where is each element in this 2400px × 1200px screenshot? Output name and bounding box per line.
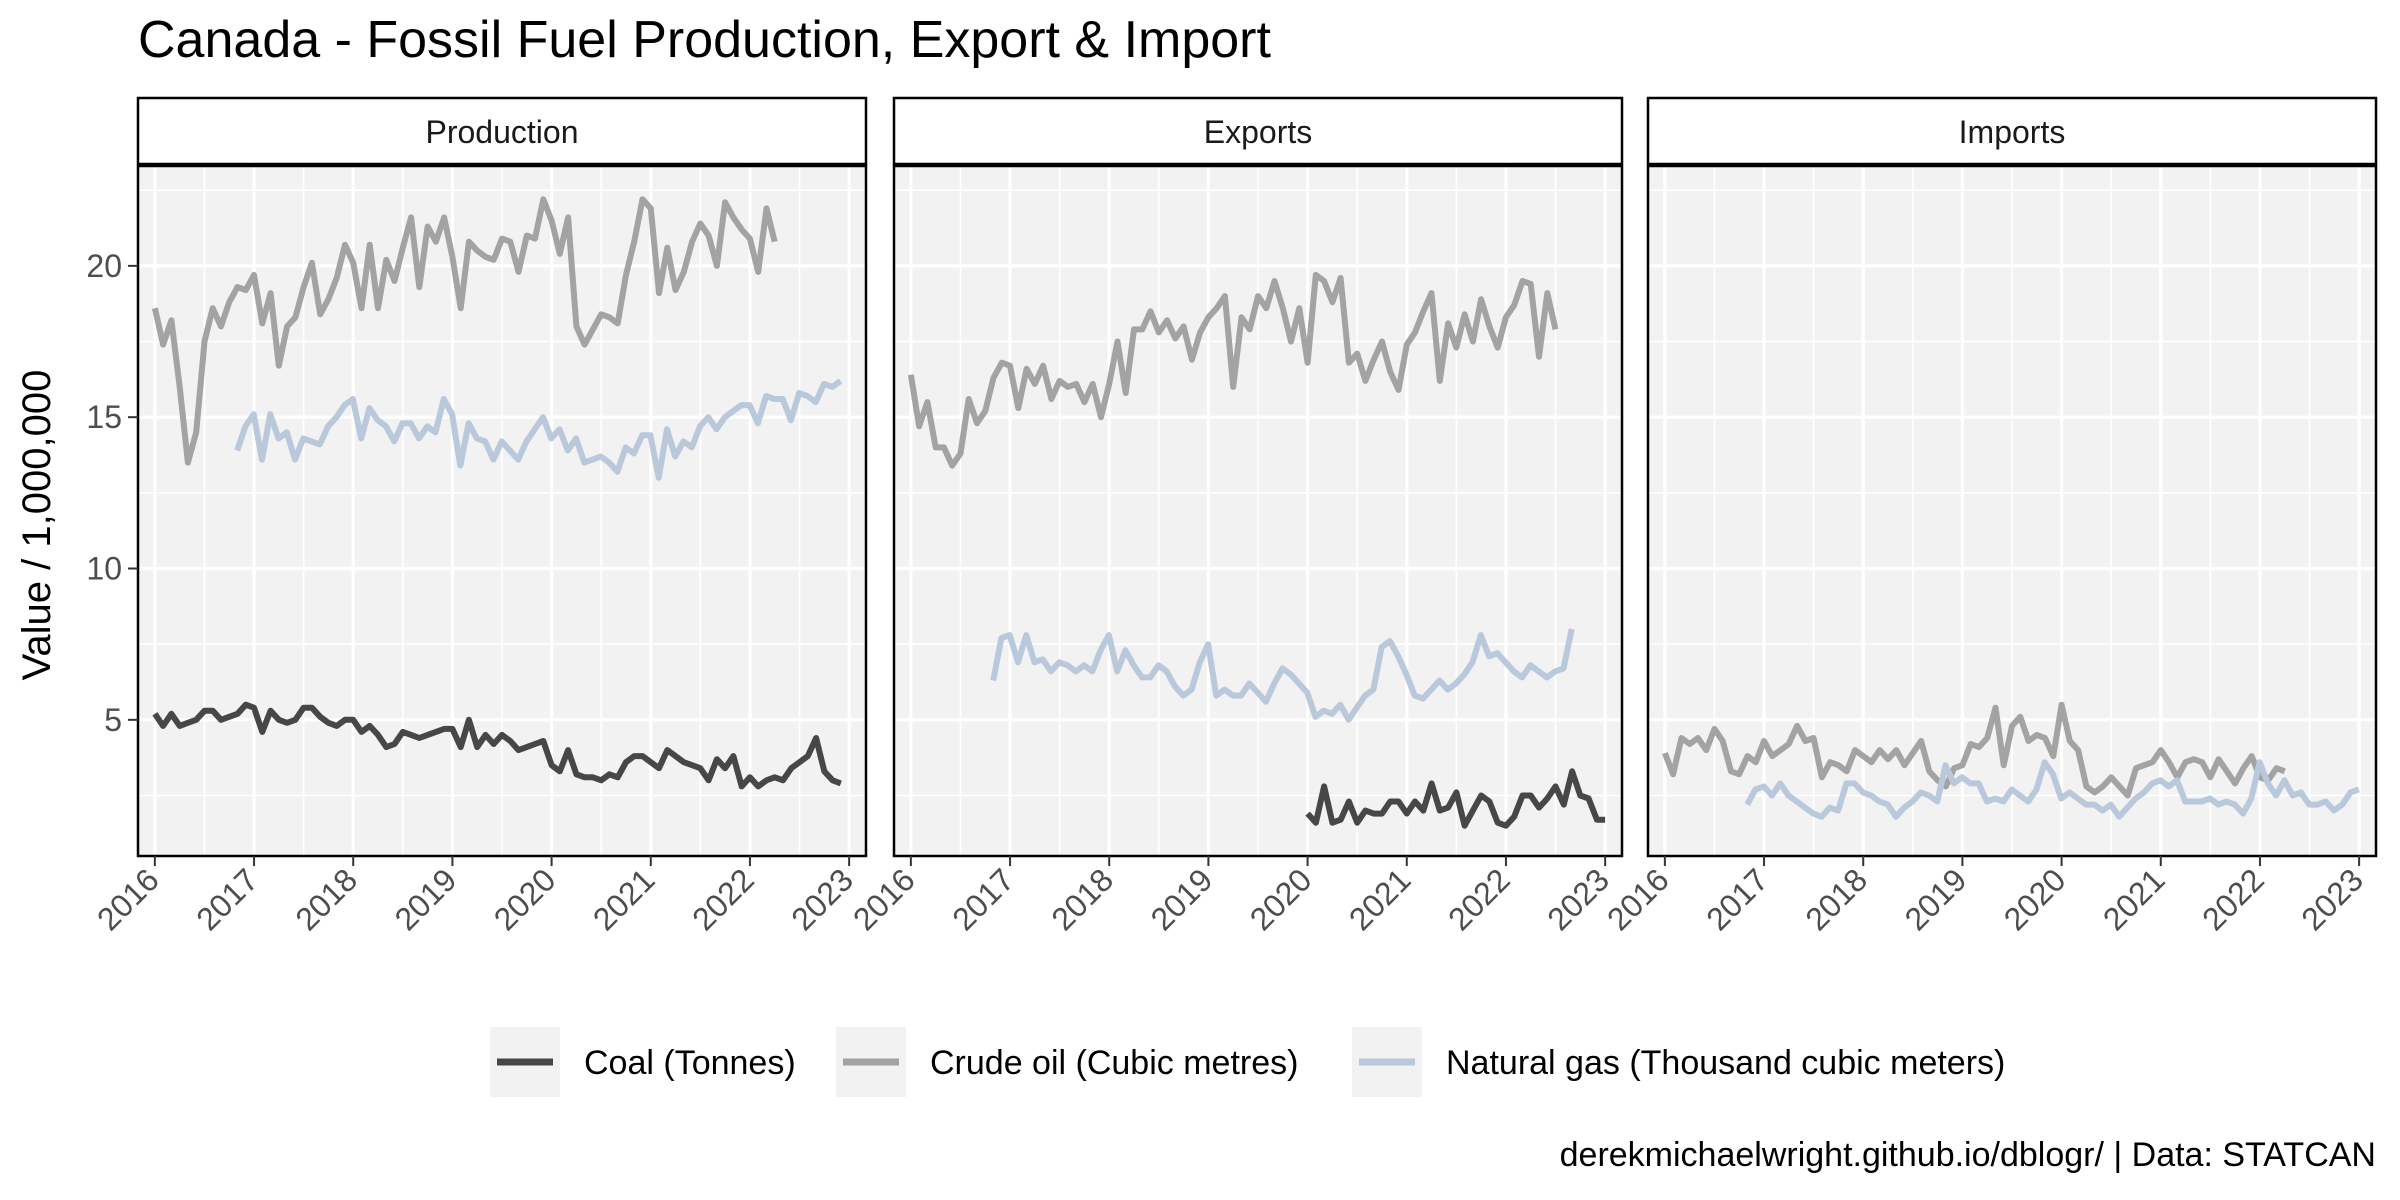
legend-item-crude: Crude oil (Cubic metres) [836, 1027, 1298, 1097]
x-tick-label: 2016 [846, 861, 922, 937]
panel-imports: Imports 2016 2017 2018 2019 2020 2021 2022 2023 [1600, 96, 2378, 937]
x-tick-label: 2021 [586, 861, 662, 937]
x-tick-label: 2017 [945, 861, 1021, 937]
x-tick-label: 2020 [1243, 861, 1319, 937]
x-tick-label: 2022 [2195, 861, 2271, 937]
facet-panels: Production 2016 2017 2018 2019 2020 2021 2022 20… [86, 96, 2378, 937]
series-line-natural-exports [990, 628, 1575, 723]
x-tick-label: 2019 [1898, 861, 1974, 937]
panel-border-production [136, 164, 868, 858]
x-tick-label: 2017 [189, 861, 265, 937]
x-tick-label: 2018 [288, 861, 364, 937]
strip-label-exports: Exports [1204, 114, 1312, 150]
strip-exports [892, 96, 1624, 166]
series-line-crude-production [151, 196, 778, 466]
y-tick-label: 15 [86, 399, 122, 435]
legend-label-coal: Coal (Tonnes) [584, 1044, 796, 1082]
series-line-coal-production [152, 701, 842, 790]
y-tick-label: 10 [86, 551, 122, 587]
panel-production: Production 2016 2017 2018 2019 2020 2021 2022 20… [86, 96, 868, 937]
panel-border-exports [892, 164, 1624, 858]
x-tick-label: 2022 [1441, 861, 1517, 937]
x-tick-label: 2023 [1540, 861, 1616, 937]
x-tick-label: 2017 [1699, 861, 1775, 937]
strip-imports [1646, 96, 2378, 166]
chart-caption: derekmichaelwright.github.io/dblogr/ | D… [1559, 1136, 2376, 1174]
x-tick-label: 2018 [1044, 861, 1120, 937]
strip-production [136, 96, 868, 166]
series-line-coal-exports [1305, 768, 1606, 829]
series-line-crude-exports [907, 271, 1559, 469]
x-tick-label: 2023 [784, 861, 860, 937]
legend: Coal (Tonnes) Crude oil (Cubic metres) Nat… [490, 1027, 2005, 1097]
x-tick-label: 2019 [1144, 861, 1220, 937]
strip-label-imports: Imports [1959, 114, 2066, 150]
chart-title: Canada - Fossil Fuel Production, Export … [138, 11, 1271, 69]
panel-border-imports [1646, 164, 2378, 858]
x-tick-label: 2022 [685, 861, 761, 937]
x-tick-label: 2018 [1798, 861, 1874, 937]
series-line-natural-imports [1744, 759, 2360, 820]
panel-exports: Exports 2016 2017 2018 2019 2020 2021 2022 2023 [846, 96, 1624, 937]
legend-label-crude: Crude oil (Cubic metres) [930, 1044, 1298, 1082]
y-tick-label: 20 [86, 248, 122, 284]
y-tick-label: 5 [104, 702, 122, 738]
x-tick-label: 2023 [2294, 861, 2370, 937]
x-tick-label: 2016 [1600, 861, 1676, 937]
x-tick-label: 2021 [1342, 861, 1418, 937]
x-tick-label: 2021 [2096, 861, 2172, 937]
strip-label-production: Production [426, 114, 579, 150]
series-line-natural-production [234, 378, 843, 481]
legend-item-coal: Coal (Tonnes) [490, 1027, 796, 1097]
x-tick-label: 2019 [388, 861, 464, 937]
x-tick-label: 2016 [90, 861, 166, 937]
series-line-crude-imports [1662, 701, 2286, 799]
x-tick-label: 2020 [487, 861, 563, 937]
legend-item-natural: Natural gas (Thousand cubic meters) [1352, 1027, 2005, 1097]
legend-label-natural: Natural gas (Thousand cubic meters) [1446, 1044, 2005, 1082]
x-tick-label: 2020 [1997, 861, 2073, 937]
y-axis-title: Value / 1,000,000 [15, 370, 59, 681]
